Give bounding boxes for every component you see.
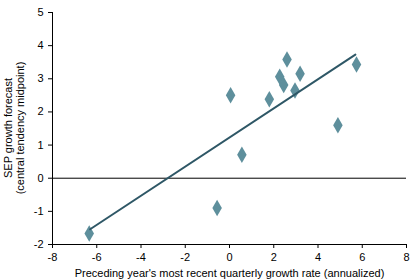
svg-text:4: 4 (315, 251, 321, 263)
svg-text:3: 3 (37, 72, 43, 84)
svg-text:SEP growth forecast(central te: SEP growth forecast(central tendency mid… (2, 62, 26, 195)
svg-text:8: 8 (403, 251, 409, 263)
svg-text:Preceding year's most recent q: Preceding year's most recent quarterly g… (75, 267, 385, 279)
svg-text:5: 5 (37, 6, 43, 18)
svg-text:-1: -1 (34, 205, 44, 217)
svg-text:-2: -2 (180, 251, 190, 263)
svg-text:2: 2 (37, 105, 43, 117)
svg-text:1: 1 (37, 139, 43, 151)
svg-text:2: 2 (271, 251, 277, 263)
svg-text:6: 6 (359, 251, 365, 263)
svg-text:0: 0 (226, 251, 232, 263)
svg-text:-8: -8 (48, 251, 58, 263)
svg-text:-4: -4 (136, 251, 146, 263)
svg-text:-6: -6 (92, 251, 102, 263)
svg-text:4: 4 (37, 39, 43, 51)
svg-text:-2: -2 (34, 238, 44, 250)
svg-text:0: 0 (37, 172, 43, 184)
